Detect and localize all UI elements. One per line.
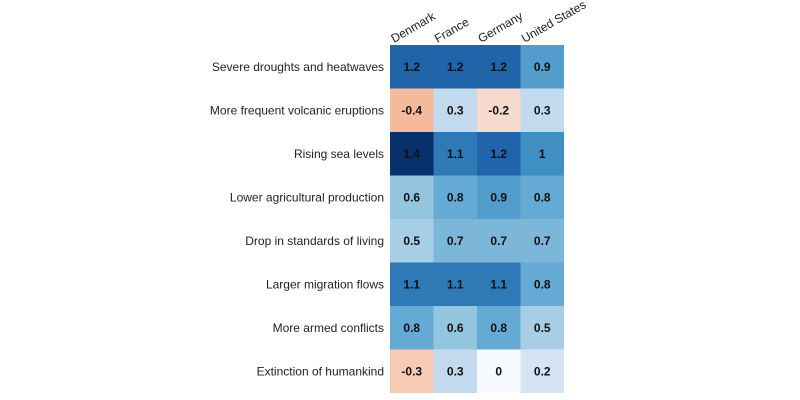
- cell-value-label: 0.8: [534, 190, 551, 204]
- cell-value-label: 0.8: [403, 321, 420, 335]
- cell-value-label: 1.2: [490, 147, 507, 161]
- row-label: Larger migration flows: [266, 277, 384, 291]
- heatmap-cell: [433, 132, 477, 176]
- heatmap-cell: [477, 349, 521, 393]
- cell-value-label: 0.5: [534, 321, 551, 335]
- heatmap-cell: [520, 88, 564, 132]
- cell-value-label: 0.3: [447, 364, 464, 378]
- heatmap-cell: [520, 132, 564, 176]
- cell-value-label: 1.2: [490, 60, 507, 74]
- cell-value-label: 0.3: [534, 103, 551, 117]
- heatmap-cell: [433, 88, 477, 132]
- column-label: France: [432, 15, 472, 46]
- cell-value-label: 1.2: [403, 60, 420, 74]
- heatmap-cell: [520, 262, 564, 306]
- heatmap-cell: [520, 175, 564, 219]
- heatmap-cell: [390, 349, 434, 393]
- row-labels: Severe droughts and heatwaves More freque…: [210, 60, 384, 379]
- cell-value-label: 1.4: [403, 147, 420, 161]
- heatmap-cell: [390, 175, 434, 219]
- row-label: Severe droughts and heatwaves: [212, 60, 384, 74]
- column-label: United States: [519, 0, 588, 46]
- heatmap-cell: [390, 132, 434, 176]
- heatmap-cell: [520, 219, 564, 263]
- heatmap-cell: [433, 175, 477, 219]
- heatmap-cell: [433, 349, 477, 393]
- heatmap-cell: [390, 262, 434, 306]
- heatmap-cell: [390, 219, 434, 263]
- column-label: Denmark: [389, 9, 439, 46]
- cell-value-label: 0.7: [490, 234, 507, 248]
- cell-value-label: 1.2: [447, 60, 464, 74]
- row-label: More frequent volcanic eruptions: [210, 103, 384, 117]
- cell-value-label: -0.2: [488, 103, 509, 117]
- heatmap-cell: [477, 45, 521, 89]
- heatmap-cells: 1.2 1.2 1.2 0.9 -0.4 0.3 -0.2 0.3 1.4 1.1 1.2 1 0.6 0…: [390, 45, 564, 393]
- cell-value-label: 1.1: [403, 277, 420, 291]
- cell-value-label: 0.9: [534, 60, 551, 74]
- cell-value-label: 0.6: [447, 321, 464, 335]
- cell-value-label: 1.1: [490, 277, 507, 291]
- heatmap-cell: [520, 306, 564, 350]
- cell-value-label: 0.8: [490, 321, 507, 335]
- heatmap-cell: [520, 45, 564, 89]
- cell-value-label: 0.7: [447, 234, 464, 248]
- row-label: Drop in standards of living: [245, 234, 384, 248]
- heatmap-cell: [433, 45, 477, 89]
- heatmap-cell: [477, 88, 521, 132]
- heatmap-cell: [477, 175, 521, 219]
- cell-value-label: 0: [495, 364, 502, 378]
- cell-value-label: 1.1: [447, 277, 464, 291]
- cell-value-label: 0.8: [447, 190, 464, 204]
- cell-value-label: 0.7: [534, 234, 551, 248]
- cell-value-label: 0.3: [447, 103, 464, 117]
- heatmap-cell: [477, 262, 521, 306]
- heatmap-cell: [390, 88, 434, 132]
- cell-value-label: 0.5: [403, 234, 420, 248]
- heatmap-cell: [390, 306, 434, 350]
- row-label: Lower agricultural production: [230, 190, 384, 204]
- heatmap-cell: [477, 219, 521, 263]
- heatmap-cell: [390, 45, 434, 89]
- cell-value-label: 1.1: [447, 147, 464, 161]
- heatmap-cell: [433, 262, 477, 306]
- cell-value-label: -0.3: [401, 364, 422, 378]
- heatmap-cell: [433, 306, 477, 350]
- cell-value-label: 0.8: [534, 277, 551, 291]
- cell-value-label: 0.9: [490, 190, 507, 204]
- cell-value-label: 0.6: [403, 190, 420, 204]
- row-label: Extinction of humankind: [257, 364, 384, 378]
- cell-value-label: -0.4: [401, 103, 422, 117]
- cell-value-label: 1: [539, 147, 546, 161]
- heatmap-cell: [433, 219, 477, 263]
- heatmap-cell: [477, 132, 521, 176]
- row-label: More armed conflicts: [273, 321, 384, 335]
- heatmap-cell: [477, 306, 521, 350]
- row-label: Rising sea levels: [294, 147, 384, 161]
- column-label: Germany: [476, 9, 526, 46]
- heatmap-cell: [520, 349, 564, 393]
- cell-value-label: 0.2: [534, 364, 551, 378]
